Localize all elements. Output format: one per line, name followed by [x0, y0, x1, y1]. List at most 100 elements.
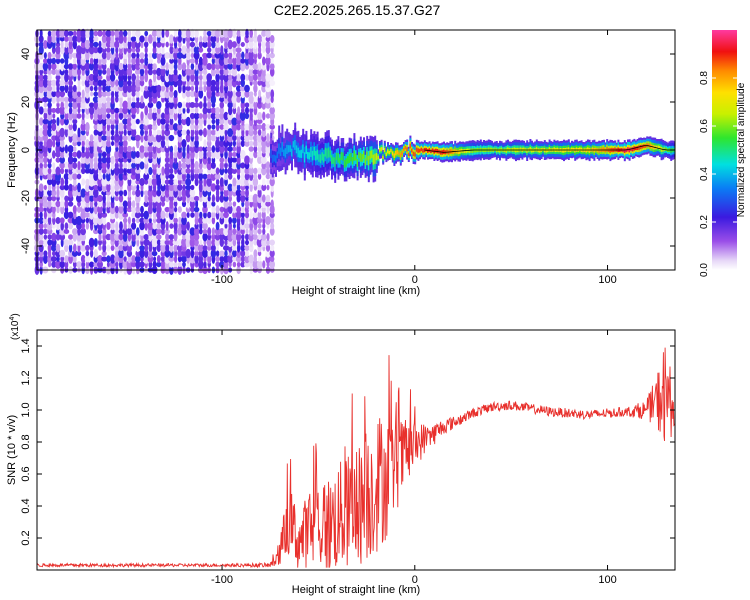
heatmap-cell [122, 172, 128, 181]
heatmap-cell [169, 261, 174, 268]
signal-cell [343, 160, 346, 168]
heatmap-cell [203, 127, 207, 138]
heatmap-cell [190, 212, 195, 218]
heatmap-cell [185, 28, 191, 39]
heatmap-cell [127, 50, 131, 61]
heatmap-cell [261, 139, 267, 148]
heatmap-cell [42, 166, 49, 176]
heatmap-cell [55, 90, 61, 98]
heatmap-cell [143, 63, 149, 70]
heatmap-cell [207, 41, 212, 48]
heatmap-cell [160, 259, 166, 270]
heatmap-cell [85, 182, 90, 193]
heatmap-cell [126, 243, 132, 253]
heatmap-cell [76, 232, 82, 242]
signal-cell [297, 147, 300, 158]
heatmap-cell [60, 61, 65, 72]
heatmap-cell [156, 228, 162, 235]
heatmap-cell [152, 217, 157, 224]
heatmap-cell [232, 249, 237, 258]
heatmap-cell [252, 63, 259, 70]
colorbar-tick-label: 0.8 [699, 71, 710, 85]
heatmap-cell [241, 234, 245, 240]
heatmap-cell [244, 90, 250, 98]
heatmap-cell [114, 161, 119, 170]
heatmap-cell [76, 251, 82, 256]
heatmap-cell [177, 262, 182, 267]
heatmap-cell [203, 260, 207, 269]
heatmap-cell [81, 167, 86, 175]
heatmap-cell [252, 193, 259, 204]
signal-cell [396, 150, 399, 155]
heatmap-cell [190, 123, 195, 131]
heatmap-cell [172, 123, 179, 131]
heatmap-cell [93, 184, 99, 191]
heatmap-cell [113, 133, 120, 143]
signal-cell [372, 154, 375, 165]
heatmap-cell [118, 34, 124, 44]
heatmap-cell [240, 172, 245, 181]
heatmap-cell [214, 227, 221, 236]
heatmap-cell [122, 135, 128, 141]
heatmap-cell [114, 85, 120, 92]
heatmap-cell [185, 168, 191, 174]
snr-y-multiplier-exp: 4 [9, 317, 16, 321]
heatmap-cell [148, 78, 153, 88]
heatmap-cell [68, 183, 73, 192]
heatmap-cell [47, 102, 52, 108]
heatmap-cell [194, 123, 199, 131]
heatmap-cell [97, 144, 103, 154]
heatmap-cell [161, 45, 165, 55]
heatmap-cell [126, 80, 132, 86]
heatmap-cell [211, 201, 216, 207]
heatmap-cell [189, 102, 196, 108]
signal-cell [291, 148, 293, 157]
heatmap-cell [118, 129, 124, 136]
heatmap-cell [181, 237, 187, 248]
signal-cell [427, 149, 429, 153]
heatmap-cell [223, 199, 229, 209]
heatmap-cell [144, 46, 148, 54]
heatmap-cell [93, 100, 99, 110]
heatmap-cell [160, 243, 166, 253]
heatmap-cell [219, 157, 225, 163]
heatmap-cell [169, 58, 174, 64]
heatmap-cell [224, 162, 228, 169]
heatmap-cell [177, 111, 182, 121]
heatmap-cell [203, 95, 207, 104]
heatmap-cell [92, 118, 99, 125]
heatmap-cell [228, 150, 233, 159]
heatmap-cell [114, 195, 119, 202]
heatmap-cell [60, 255, 65, 263]
heatmap-cell [190, 63, 195, 70]
signal-cell [321, 152, 324, 161]
heatmap-cell [248, 232, 254, 242]
heatmap-cell [42, 228, 48, 235]
heatmap-cell [43, 156, 48, 164]
signal-cell [313, 146, 316, 156]
signal-cell [395, 150, 397, 156]
heatmap-cell [147, 62, 154, 71]
heatmap-cell [227, 128, 234, 137]
heatmap-cell [105, 79, 111, 87]
signal-cell [572, 147, 575, 152]
heatmap-cell [105, 30, 112, 37]
heatmap-cell [119, 133, 123, 143]
heatmap-cell [182, 101, 186, 109]
heatmap-cell [215, 138, 221, 149]
heatmap-cell [42, 123, 49, 131]
heatmap-cell [64, 112, 69, 120]
heatmap-cell [215, 167, 220, 175]
heatmap-cell [177, 249, 183, 258]
heatmap-cell [59, 90, 66, 98]
heatmap-cell [105, 117, 111, 126]
heatmap-cell [231, 157, 238, 163]
heatmap-cell [88, 106, 95, 115]
heatmap-cell [72, 228, 78, 235]
heatmap-cell [199, 134, 203, 142]
heatmap-cell [248, 95, 254, 104]
heatmap-cell [143, 172, 150, 181]
x-tick-label: -100 [211, 574, 233, 586]
heatmap-cell [223, 123, 229, 131]
heatmap-cell [139, 178, 145, 186]
